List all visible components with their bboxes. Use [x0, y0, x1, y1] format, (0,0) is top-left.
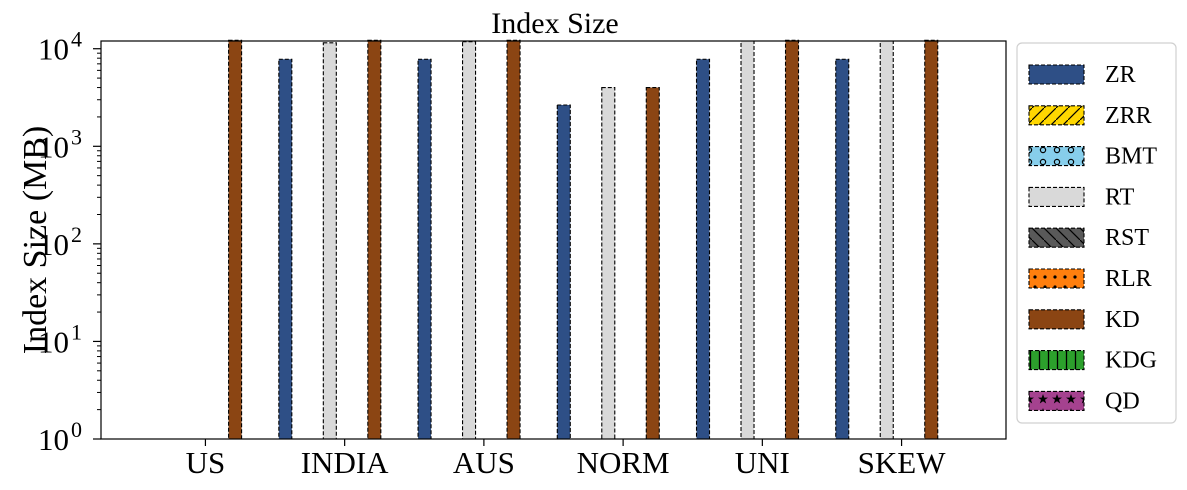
legend-swatch — [1028, 309, 1085, 330]
y-tick-exponent: 4 — [71, 27, 82, 52]
bar-kd-us — [228, 39, 243, 440]
bar-kd-norm — [645, 87, 660, 440]
legend-item-qd: QD — [1028, 388, 1140, 414]
y-tick-label: 10 — [38, 422, 69, 457]
bar-rt-uni — [740, 40, 755, 440]
y-tick-exponent: 0 — [71, 417, 82, 442]
x-tick-label-norm: NORM — [577, 445, 670, 480]
y-tick-label: 10 — [38, 227, 69, 262]
bar-zr-aus — [417, 58, 432, 440]
legend-swatch — [1028, 186, 1085, 207]
legend-label: BMT — [1105, 144, 1157, 170]
legend-label: RT — [1105, 184, 1135, 210]
x-tick-label-aus: AUS — [453, 445, 515, 480]
y-tick-label: 10 — [38, 324, 69, 359]
bar-rt-india — [322, 42, 337, 440]
legend-item-rst: RST — [1028, 225, 1149, 251]
y-axis-label: Index Size (MB) — [17, 126, 54, 355]
legend-swatch — [1028, 64, 1085, 85]
bar-zr-india — [278, 58, 293, 440]
plot-frame — [100, 40, 1007, 440]
y-tick-exponent: 1 — [71, 319, 82, 344]
x-tick-label-skew: SKEW — [858, 445, 947, 480]
bar-kd-india — [367, 39, 382, 440]
bar-kd-aus — [506, 39, 521, 440]
y-tick-exponent: 2 — [71, 222, 82, 247]
legend-item-rlr: RLR — [1028, 266, 1152, 292]
x-tick-label-uni: UNI — [735, 445, 790, 480]
legend-swatch-hatch — [1029, 228, 1084, 248]
legend-item-bmt: BMT — [1028, 144, 1157, 170]
legend-label: ZR — [1105, 62, 1136, 88]
legend-label: KDG — [1105, 348, 1157, 374]
legend-item-kdg: KDG — [1028, 348, 1157, 374]
legend-label: RLR — [1105, 266, 1152, 292]
legend-item-zr: ZR — [1028, 62, 1136, 88]
legend-swatch-hatch — [1029, 269, 1084, 288]
legend-swatch-hatch — [1029, 350, 1084, 370]
legend-swatch-hatch — [1029, 146, 1084, 166]
legend-label: QD — [1105, 388, 1140, 414]
y-tick-exponent: 3 — [71, 124, 82, 149]
legend-item-rt: RT — [1028, 184, 1135, 210]
bar-rt-norm — [601, 87, 616, 440]
bar-kd-skew — [924, 39, 939, 440]
bar-zr-skew — [835, 58, 850, 440]
bar-zr-norm — [556, 104, 571, 440]
legend-label: RST — [1105, 225, 1149, 251]
legend-swatch-hatch — [1029, 391, 1084, 411]
bar-kd-uni — [784, 39, 800, 440]
legend-label: KD — [1105, 307, 1140, 333]
chart-title: Index Size — [491, 7, 618, 40]
x-tick-label-india: INDIA — [301, 445, 389, 480]
legend-label: ZRR — [1105, 103, 1152, 129]
bar-rt-skew — [879, 40, 894, 440]
y-tick-label: 10 — [38, 32, 69, 67]
legend-swatch-hatch — [1029, 105, 1084, 125]
x-tick-label-us: US — [186, 445, 226, 480]
legend: ZR ZRR BMT RT RST RLR KD KDG QD — [1016, 42, 1177, 424]
y-tick-label: 10 — [38, 129, 69, 164]
bar-rt-aus — [462, 41, 477, 440]
legend-item-kd: KD — [1028, 307, 1140, 333]
bar-zr-uni — [695, 58, 711, 440]
legend-item-zrr: ZRR — [1028, 103, 1152, 129]
